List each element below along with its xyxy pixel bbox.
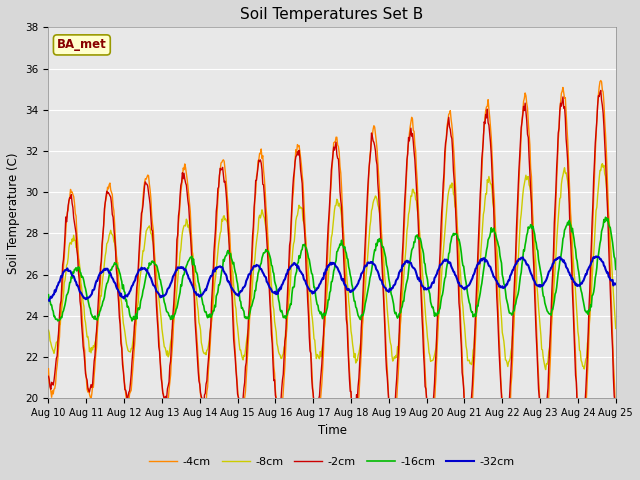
-16cm xyxy=(195,279,202,285)
Line: -2cm: -2cm xyxy=(49,90,616,439)
-32cm xyxy=(170,273,177,278)
-32cm xyxy=(45,298,53,304)
-16cm xyxy=(561,227,568,233)
-16cm xyxy=(170,314,177,320)
-2cm xyxy=(597,87,605,93)
Line: -8cm: -8cm xyxy=(49,164,616,370)
-8cm xyxy=(379,242,387,248)
-16cm xyxy=(612,266,620,272)
-32cm xyxy=(592,253,600,259)
Text: BA_met: BA_met xyxy=(57,38,107,51)
-16cm xyxy=(45,292,52,298)
Line: -32cm: -32cm xyxy=(49,256,616,301)
Y-axis label: Soil Temperature (C): Soil Temperature (C) xyxy=(7,152,20,274)
-8cm xyxy=(193,302,201,308)
-4cm xyxy=(597,78,605,84)
Title: Soil Temperatures Set B: Soil Temperatures Set B xyxy=(241,7,424,22)
-32cm xyxy=(435,265,443,271)
-32cm xyxy=(45,297,52,303)
-32cm xyxy=(380,282,387,288)
-2cm xyxy=(379,274,387,280)
Legend: -4cm, -8cm, -2cm, -16cm, -32cm: -4cm, -8cm, -2cm, -16cm, -32cm xyxy=(145,452,519,471)
-2cm xyxy=(45,373,52,379)
-16cm xyxy=(380,244,387,250)
-8cm xyxy=(169,325,177,331)
-8cm xyxy=(598,161,606,167)
-8cm xyxy=(435,316,442,322)
-2cm xyxy=(561,104,568,109)
-4cm xyxy=(193,342,201,348)
-4cm xyxy=(578,451,586,457)
-2cm xyxy=(612,418,620,423)
-4cm xyxy=(560,90,568,96)
-8cm xyxy=(561,165,568,171)
-16cm xyxy=(324,297,332,303)
X-axis label: Time: Time xyxy=(317,424,347,437)
-4cm xyxy=(612,411,620,417)
-2cm xyxy=(540,436,547,442)
-2cm xyxy=(324,240,332,245)
-4cm xyxy=(169,335,177,340)
-8cm xyxy=(612,325,620,331)
-8cm xyxy=(324,285,332,291)
-32cm xyxy=(324,264,332,270)
-4cm xyxy=(435,312,442,318)
Line: -4cm: -4cm xyxy=(49,81,616,454)
-16cm xyxy=(602,215,609,220)
-4cm xyxy=(379,254,387,260)
-32cm xyxy=(195,291,202,297)
-2cm xyxy=(435,292,442,298)
-16cm xyxy=(54,318,62,324)
-8cm xyxy=(45,327,52,333)
Line: -16cm: -16cm xyxy=(49,217,616,321)
-32cm xyxy=(561,260,568,266)
-2cm xyxy=(169,311,177,317)
-16cm xyxy=(435,307,443,313)
-32cm xyxy=(612,281,620,287)
-4cm xyxy=(45,366,52,372)
-4cm xyxy=(324,260,332,266)
-8cm xyxy=(542,367,550,372)
-2cm xyxy=(193,355,201,361)
